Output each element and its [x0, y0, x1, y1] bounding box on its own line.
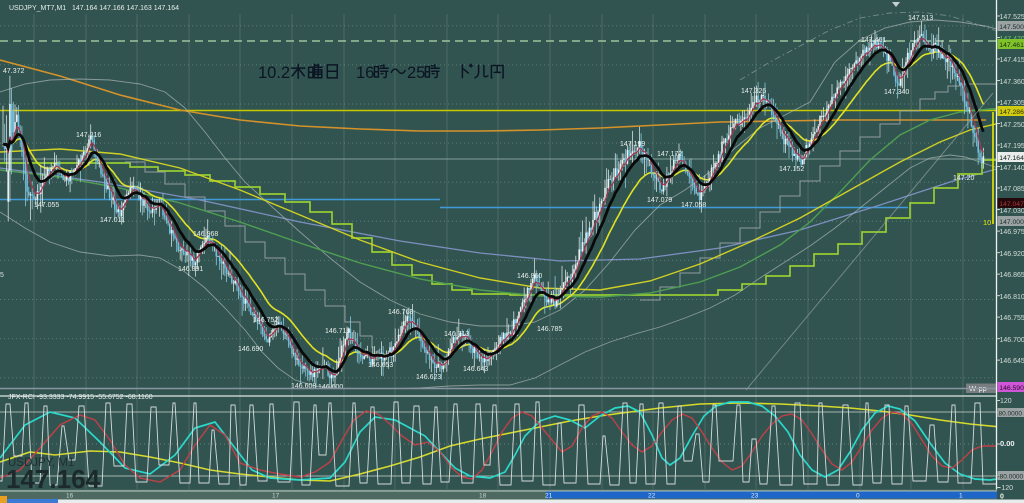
svg-text:146.891: 146.891 [178, 266, 203, 273]
svg-text:10: 10 [983, 218, 991, 227]
svg-text:16: 16 [356, 64, 374, 82]
svg-text:147.164: 147.164 [6, 464, 101, 494]
svg-text:146.713: 146.713 [444, 331, 469, 338]
svg-text:16: 16 [66, 493, 74, 500]
svg-text:10.2: 10.2 [258, 64, 290, 82]
svg-text:147.340: 147.340 [884, 89, 909, 96]
svg-text:146.653: 146.653 [368, 362, 393, 369]
svg-text:147.513: 147.513 [908, 15, 933, 22]
svg-text:17: 17 [272, 493, 280, 500]
svg-text:147.058: 147.058 [681, 202, 706, 209]
svg-text:147.011: 147.011 [100, 217, 125, 224]
svg-text:147.326: 147.326 [741, 88, 766, 95]
svg-text:146.718: 146.718 [325, 328, 350, 335]
svg-text:146.600: 146.600 [318, 384, 343, 391]
svg-text:23: 23 [751, 493, 759, 500]
svg-text:147.195: 147.195 [1000, 143, 1024, 150]
svg-text:120: 120 [1000, 398, 1012, 405]
svg-text:18: 18 [479, 493, 487, 500]
svg-text:21: 21 [545, 493, 553, 500]
svg-text:25: 25 [407, 64, 425, 82]
svg-text:147.461: 147.461 [999, 42, 1024, 49]
svg-text:147.030: 147.030 [1000, 208, 1024, 215]
svg-text:1: 1 [959, 493, 963, 500]
svg-text:146.968: 146.968 [193, 231, 218, 238]
svg-text:146.975: 146.975 [1000, 229, 1024, 236]
svg-text:22: 22 [648, 493, 656, 500]
svg-text:147.216: 147.216 [76, 132, 101, 139]
svg-text:146.755: 146.755 [1000, 315, 1024, 322]
svg-text:80.0000: 80.0000 [999, 411, 1023, 418]
svg-text:147.152: 147.152 [779, 166, 804, 173]
svg-text:146.608: 146.608 [291, 383, 316, 390]
svg-text:147.140: 147.140 [1000, 165, 1024, 172]
svg-text:47.372: 47.372 [3, 68, 25, 75]
svg-text:147.199: 147.199 [620, 141, 645, 148]
svg-text:146.768: 146.768 [388, 309, 413, 316]
svg-text:-80.0000: -80.0000 [998, 474, 1024, 481]
svg-text:147.20: 147.20 [953, 175, 975, 182]
svg-text:146.785: 146.785 [537, 326, 562, 333]
svg-text:147.172: 147.172 [657, 151, 682, 158]
svg-text:USDJPY, M1: USDJPY, M1 [8, 457, 74, 469]
svg-text:JFX-RCI -93.3333 -74.9915 -55.: JFX-RCI -93.3333 -74.9915 -55.6752 -68.1… [8, 394, 153, 401]
svg-text:147.500: 147.500 [999, 24, 1024, 31]
svg-text:146.860: 146.860 [517, 273, 542, 280]
svg-text:147.000: 147.000 [999, 219, 1024, 226]
svg-text:146.623: 146.623 [416, 374, 441, 381]
svg-text:146.690: 146.690 [238, 346, 263, 353]
svg-text:146.920: 146.920 [1000, 251, 1024, 258]
svg-text:146.752: 146.752 [253, 317, 278, 324]
svg-text:0: 0 [856, 493, 860, 500]
svg-text:0.00: 0.00 [1000, 439, 1015, 448]
svg-text:147.047: 147.047 [999, 201, 1024, 208]
svg-text:5: 5 [0, 272, 4, 279]
svg-text:0: 0 [1000, 494, 1004, 501]
svg-text:USDJPY_MT7,M1 147.164 147.16: USDJPY_MT7,M1 147.164 147.166 147.163 14… [9, 5, 179, 12]
svg-text:147.250: 147.250 [1000, 122, 1024, 129]
svg-text:147.079: 147.079 [647, 197, 672, 204]
svg-text:146.590: 146.590 [999, 385, 1024, 392]
svg-text:146.810: 146.810 [1000, 294, 1024, 301]
svg-text:147.164: 147.164 [999, 155, 1024, 162]
svg-text:147.525: 147.525 [1000, 14, 1024, 21]
svg-text:147.286: 147.286 [999, 109, 1024, 116]
svg-text:147.055: 147.055 [34, 202, 59, 209]
svg-text:147.085: 147.085 [1000, 186, 1024, 193]
svg-text:-120: -120 [999, 485, 1013, 492]
svg-text:147.415: 147.415 [1000, 57, 1024, 64]
svg-text:146.645: 146.645 [1000, 358, 1024, 365]
svg-text:147.360: 147.360 [1000, 79, 1024, 86]
svg-text:146.700: 146.700 [1000, 337, 1024, 344]
svg-text:146.865: 146.865 [1000, 272, 1024, 279]
svg-text:146.643: 146.643 [463, 366, 488, 373]
svg-text:147.305: 147.305 [1000, 100, 1024, 107]
svg-text:147.461: 147.461 [861, 37, 886, 44]
